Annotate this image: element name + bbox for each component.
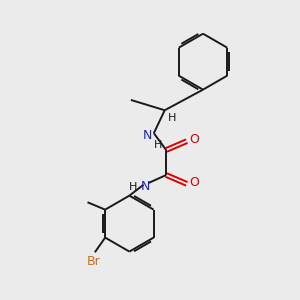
Text: N: N [142, 129, 152, 142]
Text: H: H [168, 112, 177, 123]
Text: H: H [154, 140, 162, 150]
Text: H: H [128, 182, 137, 192]
Text: N: N [141, 180, 150, 193]
Text: O: O [190, 176, 200, 189]
Text: Br: Br [86, 255, 100, 268]
Text: O: O [190, 133, 200, 146]
